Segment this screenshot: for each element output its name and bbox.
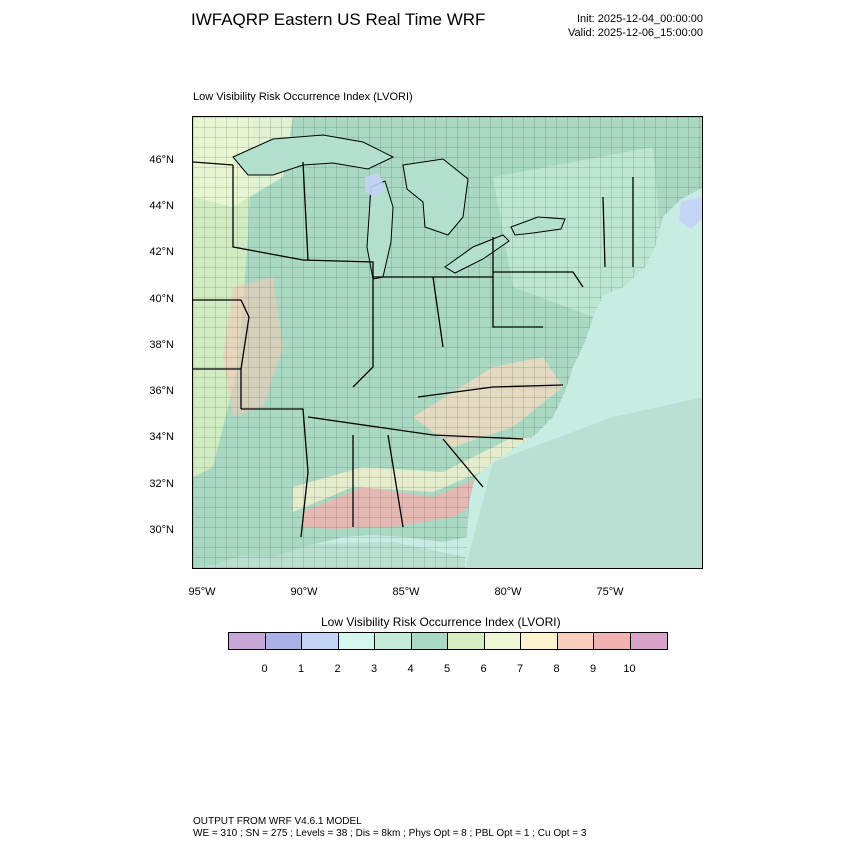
model-footer-line1: OUTPUT FROM WRF V4.6.1 MODEL bbox=[193, 816, 362, 827]
lon-label-75: 75°W bbox=[596, 586, 624, 598]
colorbar-swatch bbox=[265, 633, 302, 649]
lon-label-80: 80°W bbox=[494, 586, 522, 598]
colorbar-tick-label: 0 bbox=[261, 663, 268, 675]
colorbar-swatch bbox=[411, 633, 448, 649]
lat-label-34: 34°N bbox=[149, 431, 174, 443]
lake-ontario bbox=[510, 216, 566, 236]
lon-label-95: 95°W bbox=[188, 586, 216, 598]
init-time: Init: 2025-12-04_00:00:00 bbox=[577, 13, 703, 25]
colorbar-swatch bbox=[594, 633, 631, 649]
colorbar-swatch bbox=[484, 633, 521, 649]
colorbar-swatch bbox=[302, 633, 339, 649]
lat-label-44: 44°N bbox=[149, 200, 174, 212]
lat-label-30: 30°N bbox=[149, 524, 174, 536]
colorbar-swatch bbox=[375, 633, 412, 649]
colorbar bbox=[228, 632, 668, 650]
low-risk-patch-maine bbox=[679, 197, 702, 229]
colorbar-tick-label: 8 bbox=[553, 663, 560, 675]
valid-time: Valid: 2025-12-06_15:00:00 bbox=[568, 27, 703, 39]
atlantic-shading bbox=[465, 397, 702, 568]
colorbar-tick-label: 1 bbox=[297, 663, 305, 675]
colorbar-tick-label: 5 bbox=[443, 663, 451, 675]
colorbar-swatch bbox=[521, 633, 558, 649]
field-label: Low Visibility Risk Occurrence Index (LV… bbox=[193, 91, 413, 103]
model-footer-line2: WE = 310 ; SN = 275 ; Levels = 38 ; Dis … bbox=[193, 828, 587, 839]
lon-label-90: 90°W bbox=[290, 586, 318, 598]
lat-label-46: 46°N bbox=[149, 154, 174, 166]
colorbar-swatch bbox=[338, 633, 375, 649]
colorbar-swatch bbox=[229, 633, 266, 649]
colorbar-tick-label: 2 bbox=[334, 663, 341, 675]
colorbar-tick-label: 6 bbox=[480, 663, 487, 675]
lake-superior bbox=[232, 134, 395, 176]
lat-label-32: 32°N bbox=[149, 478, 174, 490]
lat-label-38: 38°N bbox=[149, 339, 174, 351]
map-frame bbox=[192, 116, 703, 569]
chart-title: IWFAQRP Eastern US Real Time WRF bbox=[191, 10, 486, 29]
colorbar-tick-label: 10 bbox=[623, 663, 636, 675]
colorbar-tick-label: 3 bbox=[370, 663, 378, 675]
low-risk-patch-wisconsin bbox=[365, 173, 385, 197]
map-canvas bbox=[193, 117, 702, 568]
lake-huron bbox=[402, 158, 469, 236]
colorbar-swatch bbox=[557, 633, 594, 649]
colorbar-swatch bbox=[630, 633, 667, 649]
colorbar-tick-label: 7 bbox=[516, 663, 524, 675]
colorbar-tick-label: 9 bbox=[589, 663, 597, 675]
lat-label-36: 36°N bbox=[149, 385, 174, 397]
lat-label-42: 42°N bbox=[149, 246, 174, 258]
state-boundaries bbox=[193, 161, 634, 538]
legend-title: Low Visibility Risk Occurrence Index (LV… bbox=[321, 615, 561, 629]
lat-label-40: 40°N bbox=[149, 293, 174, 305]
colorbar-tick-label: 4 bbox=[407, 663, 414, 675]
lon-label-85: 85°W bbox=[392, 586, 420, 598]
colorbar-swatch bbox=[448, 633, 485, 649]
